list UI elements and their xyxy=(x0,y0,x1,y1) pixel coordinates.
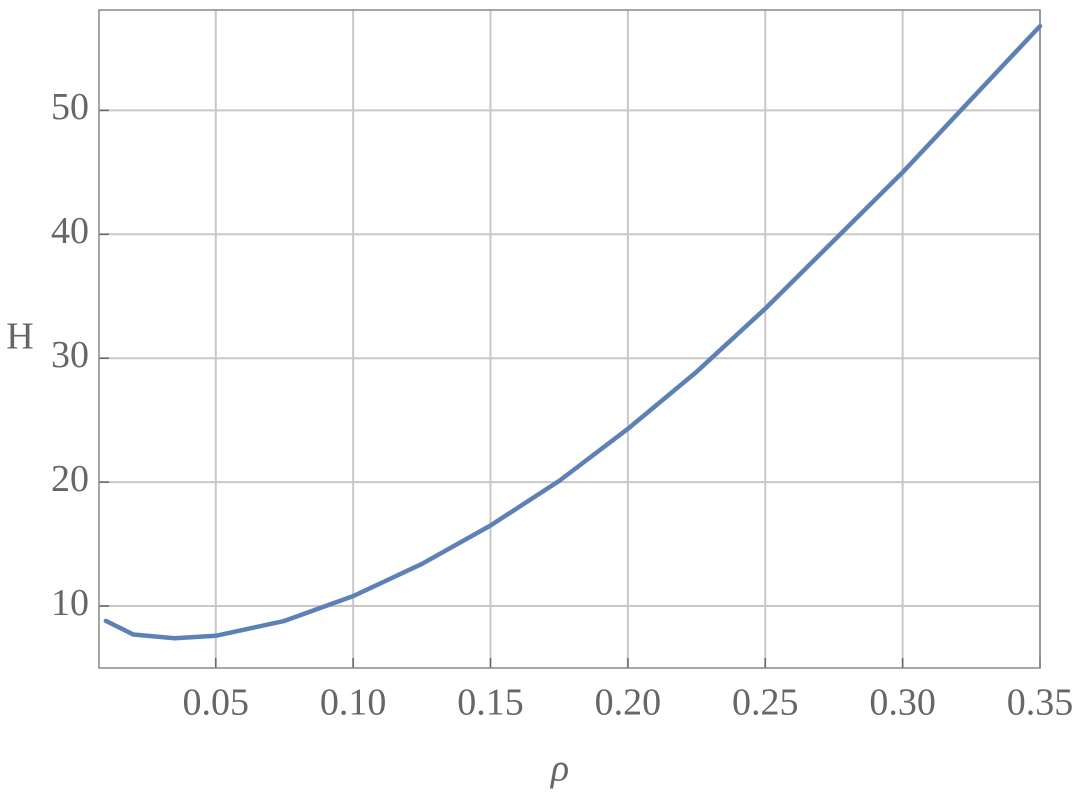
y-tick-label: 10 xyxy=(51,582,89,624)
y-tick-label: 50 xyxy=(51,86,89,128)
x-tick-label: 0.35 xyxy=(1007,682,1074,724)
data-line xyxy=(103,23,1043,641)
y-tick-label: 30 xyxy=(51,334,89,376)
y-tick-label: 20 xyxy=(51,458,89,500)
x-tick-label: 0.25 xyxy=(732,682,799,724)
x-axis-label: ρ xyxy=(550,748,569,790)
x-tick-label: 0.10 xyxy=(320,682,387,724)
y-axis-label: H xyxy=(6,316,33,358)
plot-frame xyxy=(98,9,1041,669)
x-tick-label: 0.20 xyxy=(595,682,662,724)
x-tick-label: 0.15 xyxy=(457,682,524,724)
x-tick-label: 0.05 xyxy=(183,682,250,724)
x-tick-label: 0.30 xyxy=(869,682,936,724)
y-tick-label: 40 xyxy=(51,210,89,252)
